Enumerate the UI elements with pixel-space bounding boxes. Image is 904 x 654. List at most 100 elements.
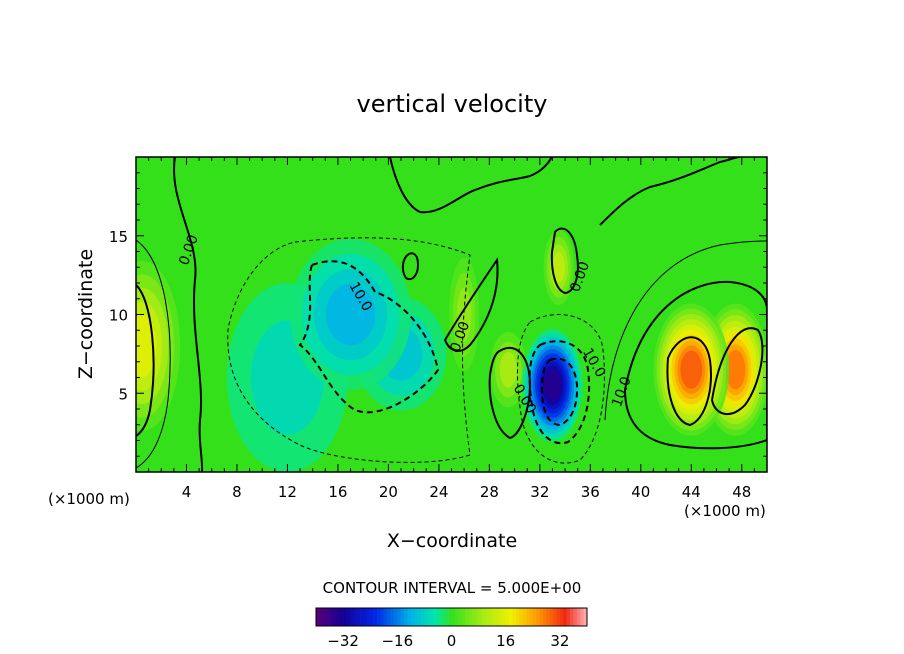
colorbar-cell bbox=[363, 608, 368, 626]
colorbar-cell bbox=[529, 608, 534, 626]
x-tick-label: 24 bbox=[429, 483, 448, 501]
contour-right-max-1 bbox=[666, 336, 712, 427]
colorbar-cell bbox=[532, 608, 537, 626]
contour-negative-cell-inner bbox=[540, 357, 579, 427]
colorbar-cell bbox=[546, 608, 551, 626]
x-tick-label: 48 bbox=[732, 483, 751, 501]
x-unit-right: (×1000 m) bbox=[684, 502, 766, 520]
colorbar-cell bbox=[481, 608, 486, 626]
colorbar-cell bbox=[549, 608, 554, 626]
field-maximum-band bbox=[725, 350, 746, 390]
colorbar-cell bbox=[566, 608, 571, 626]
colorbar-cell bbox=[576, 608, 581, 626]
x-unit-left: (×1000 m) bbox=[48, 490, 130, 508]
colorbar-cell bbox=[339, 608, 344, 626]
colorbar-cell bbox=[556, 608, 561, 626]
colorbar-cell bbox=[319, 608, 324, 626]
colorbar-cell bbox=[580, 608, 584, 626]
colorbar-cell bbox=[468, 608, 473, 626]
colorbar-cell bbox=[488, 608, 493, 626]
colorbar-cell bbox=[407, 608, 412, 626]
colorbar-cell bbox=[366, 608, 371, 626]
colorbar-cell bbox=[353, 608, 357, 626]
colorbar-cell bbox=[322, 608, 327, 626]
contour-right-max-2 bbox=[710, 327, 764, 415]
colorbar-cell bbox=[448, 608, 452, 626]
contour-ridge bbox=[443, 257, 499, 352]
x-tick-label: 12 bbox=[278, 483, 297, 501]
y-tick-label: 5 bbox=[118, 385, 128, 403]
colorbar-cell bbox=[461, 608, 466, 626]
colorbar-cell bbox=[539, 608, 544, 626]
colorbar-cell bbox=[519, 608, 523, 626]
contour-right-zero bbox=[604, 240, 767, 421]
colorbar-cell bbox=[421, 608, 425, 626]
colorbar-cell bbox=[390, 608, 395, 626]
colorbar-tick-label: −16 bbox=[381, 632, 413, 650]
colorbar-cell bbox=[583, 608, 588, 626]
field-maximum-band bbox=[499, 351, 517, 388]
colorbar-cell bbox=[343, 608, 347, 626]
field-maximum-band bbox=[680, 350, 703, 389]
y-tick-label: 15 bbox=[109, 228, 128, 246]
colorbar-cell bbox=[515, 608, 520, 626]
colorbar-cell bbox=[380, 608, 385, 626]
contour-left-max-inner bbox=[136, 284, 155, 437]
colorbar-cell bbox=[542, 608, 547, 626]
colorbar-cell bbox=[332, 608, 337, 626]
field-maximum-band bbox=[552, 251, 565, 283]
colorbar-ticks: −32 −16 0 16 32 bbox=[327, 632, 569, 650]
colorbar-cell bbox=[434, 608, 439, 626]
colorbar-cell bbox=[498, 608, 503, 626]
contour-top-zero bbox=[389, 157, 553, 214]
colorbar-cell bbox=[356, 608, 361, 626]
colorbar-cell bbox=[431, 608, 435, 626]
colorbar-cell bbox=[387, 608, 391, 626]
colorbar-cell bbox=[536, 608, 540, 626]
colorbar-cell bbox=[414, 608, 418, 626]
contour-upper-right-zero bbox=[599, 157, 741, 226]
y-tick-label: 10 bbox=[109, 307, 128, 325]
colorbar-cell bbox=[346, 608, 351, 626]
field-minimum-band bbox=[543, 369, 561, 402]
x-tick-label: 28 bbox=[480, 483, 499, 501]
colorbar-cell bbox=[329, 608, 334, 626]
contour-negative-cell-outer bbox=[517, 314, 605, 464]
colorbar-cell bbox=[505, 608, 510, 626]
contour-lower-mid-max bbox=[488, 346, 532, 440]
colorbar-cell bbox=[400, 608, 405, 626]
colorbar-cell bbox=[424, 608, 429, 626]
colorbar-cell bbox=[492, 608, 496, 626]
colorbar-tick-label: −32 bbox=[327, 632, 359, 650]
colorbar-cell bbox=[397, 608, 401, 626]
contour-negative-5-left bbox=[227, 237, 471, 463]
colorbar-cell bbox=[553, 608, 557, 626]
colorbar-cell bbox=[573, 608, 578, 626]
colorbar-cell bbox=[559, 608, 564, 626]
colorbar-frame bbox=[315, 607, 588, 627]
colorbar-cell bbox=[526, 608, 530, 626]
x-tick-label: 8 bbox=[232, 483, 242, 501]
x-tick-label: 4 bbox=[182, 483, 192, 501]
colorbar bbox=[316, 608, 588, 626]
field-minimum-band bbox=[325, 283, 376, 346]
colorbar-cell bbox=[383, 608, 388, 626]
colorbar-cell bbox=[326, 608, 330, 626]
contour-upper-small bbox=[401, 252, 420, 281]
x-tick-label: 32 bbox=[530, 483, 549, 501]
contour-upper-max bbox=[550, 227, 579, 295]
colorbar-cell bbox=[485, 608, 490, 626]
chart-title: vertical velocity bbox=[357, 90, 548, 118]
colorbar-cell bbox=[441, 608, 446, 626]
colorbar-cell bbox=[360, 608, 364, 626]
y-axis-label: Z−coordinate bbox=[75, 249, 97, 379]
colorbar-cell bbox=[393, 608, 398, 626]
colorbar-cell bbox=[512, 608, 517, 626]
colorbar-cell bbox=[522, 608, 527, 626]
contour-negative-10-left bbox=[298, 260, 440, 414]
colorbar-cell bbox=[563, 608, 567, 626]
colorbar-cell bbox=[465, 608, 469, 626]
colorbar-cell bbox=[404, 608, 408, 626]
colorbar-cell bbox=[458, 608, 462, 626]
